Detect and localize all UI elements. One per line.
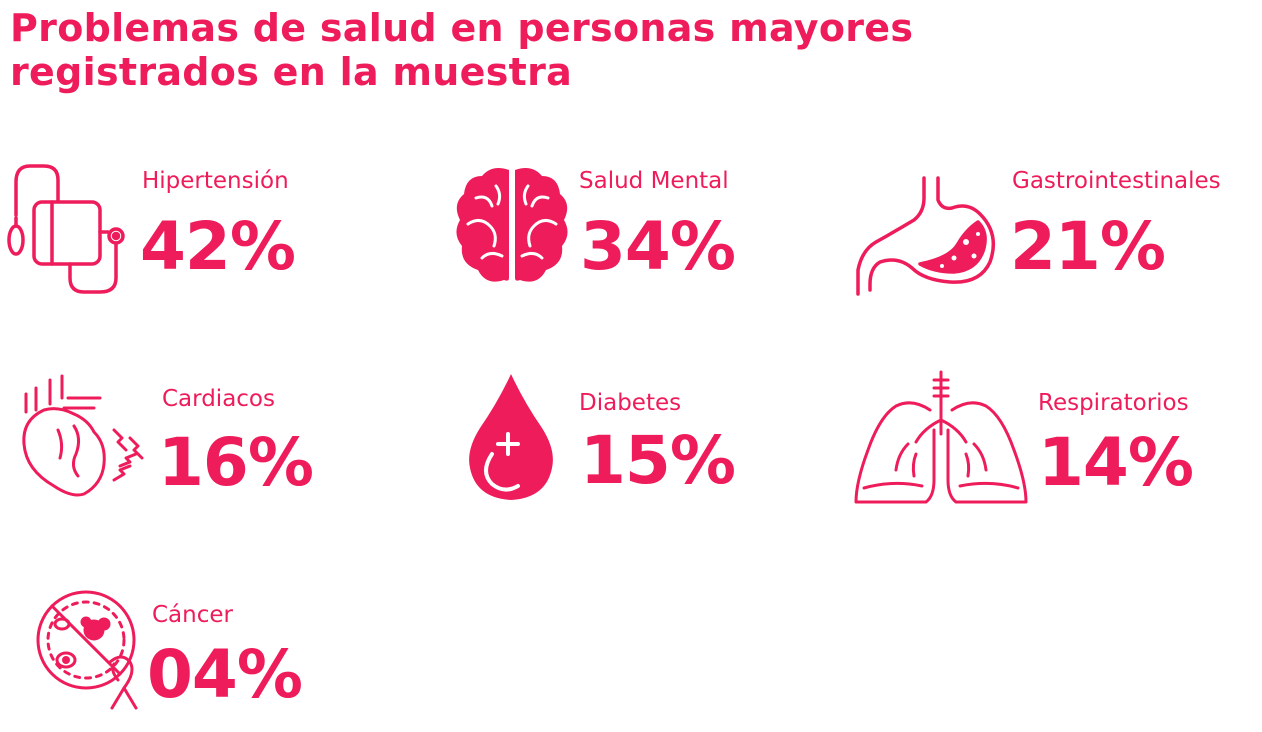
stat-gastrointestinales: Gastrointestinales 21% bbox=[850, 150, 1262, 310]
stat-label: Hipertensión bbox=[142, 168, 289, 194]
stat-diabetes: Diabetes 15% bbox=[440, 370, 800, 520]
stat-label: Gastrointestinales bbox=[1012, 168, 1221, 194]
stomach-icon bbox=[854, 172, 1004, 297]
stat-label: Respiratorios bbox=[1038, 390, 1189, 416]
stat-value: 14% bbox=[1038, 424, 1194, 501]
lungs-icon bbox=[852, 370, 1030, 505]
stat-value: 21% bbox=[1010, 208, 1166, 285]
stat-label: Diabetes bbox=[579, 390, 682, 416]
stat-label: Cardiacos bbox=[162, 386, 275, 412]
stat-value: 15% bbox=[580, 422, 736, 499]
stat-value: 16% bbox=[158, 424, 314, 501]
page-title: Problemas de salud en personas mayores r… bbox=[10, 6, 1010, 94]
title-line-2: registrados en la muestra bbox=[10, 50, 573, 94]
stat-value: 34% bbox=[580, 208, 736, 285]
stat-cardiacos: Cardiacos 16% bbox=[0, 370, 360, 520]
blood-drop-icon bbox=[466, 372, 556, 502]
stat-value: 04% bbox=[147, 636, 303, 713]
heart-icon bbox=[14, 374, 149, 509]
stat-label: Salud Mental bbox=[579, 168, 729, 194]
blood-pressure-monitor-icon bbox=[7, 160, 133, 295]
stat-respiratorios: Respiratorios 14% bbox=[850, 370, 1262, 520]
title-line-1: Problemas de salud en personas mayores bbox=[10, 6, 914, 50]
stat-value: 42% bbox=[140, 208, 296, 285]
stat-cancer: Cáncer 04% bbox=[0, 580, 360, 732]
stat-label: Cáncer bbox=[152, 602, 233, 628]
stat-salud-mental: Salud Mental 34% bbox=[440, 150, 800, 310]
stat-hipertension: Hipertensión 42% bbox=[0, 150, 360, 310]
cancer-ribbon-icon bbox=[32, 584, 150, 714]
brain-icon bbox=[454, 164, 570, 288]
